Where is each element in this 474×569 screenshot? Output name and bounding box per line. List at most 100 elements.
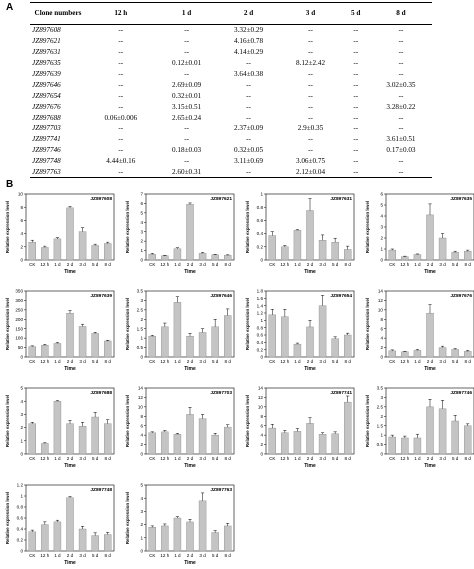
y-axis-label: Relative expression level [125,298,130,350]
y-tick-label: 2 [140,522,143,527]
x-tick-label: CK [389,456,396,461]
y-tick-label: 1.5 [377,423,384,428]
bar [161,525,169,552]
bar [318,434,327,455]
x-tick-label: 5 d [452,262,459,267]
expression-value-cell: 2.37±0.09 [233,124,264,133]
x-tick-label: 1 d [54,553,61,558]
y-tick-label: 5 [380,203,383,208]
bar [161,255,169,261]
header-12h: 12 h [86,2,156,25]
x-tick-label: 1 d [54,456,61,461]
bar-chart: 0 50 100 150 200 250 300 350 CK 12 h 1 d 2 d 3 d 5 d 8… [4,285,118,375]
bar [223,426,232,455]
expression-value-cell: -- [353,59,359,68]
y-tick-label: 3 [380,225,383,230]
bar-chart: 0 0.2 0.4 0.6 0.8 1 1.2 1.4 1.6 1.8 CK 12 h 1 d 2 d 3 … [244,285,358,375]
y-tick-label: 3 [140,298,143,303]
y-tick-label: 10 [18,192,24,197]
y-axis-label: Relative expression level [5,492,10,544]
y-tick-label: 0 [380,258,383,263]
bar [343,334,352,358]
x-tick-label: 1 d [414,456,421,461]
y-tick-label: 1.5 [137,326,144,331]
bar-chart: 0 1 2 3 4 5 6 7 CK 12 h 1 d 2 d 3 d 5 d 8 d JZ897621 Tim… [124,188,238,278]
header-5d: 5 d [341,2,370,25]
expression-value-cell: -- [118,37,124,46]
table-row: JZ897654 -- 0.32±0.01 -- -- -- -- [30,90,432,101]
y-tick-label: 12 [258,395,264,400]
bar-chart: 0 2 4 6 8 10 CK 12 h 1 d 2 d 3 d 5 d 8 d JZ897608 Time… [4,188,118,278]
bar [426,214,434,261]
table-header-row: Clone numbers 12 h 1 d 2 d 3 d 5 d 8 d [30,2,432,25]
y-tick-label: 2.5 [377,404,384,409]
y-tick-label: 2 [380,236,383,241]
header-8d: 8 d [369,2,432,25]
y-tick-label: 4 [20,399,23,404]
y-tick-label: 8 [140,414,143,419]
x-tick-label: 2 d [67,456,74,461]
bar [268,427,277,455]
bar [451,349,459,358]
expression-value-cell: 3.11±0.69 [234,157,263,166]
bar-chart: 0 1 2 3 4 5 CK 12 h 1 d 2 d 3 d 5 d 8 d JZ897763 Time R… [124,479,238,569]
bar [268,314,277,358]
bar [401,256,409,261]
x-tick-label: 5 d [332,262,339,267]
x-tick-label: 3 d [319,262,326,267]
x-tick-label: 8 d [105,456,112,461]
x-tick-label: 3 d [199,553,206,558]
expression-value-cell: -- [353,48,359,57]
x-axis-label: Time [304,269,316,275]
table-row: JZ897608 -- -- 3.32±0.29 -- -- -- [30,25,432,36]
table-body: JZ897608 -- -- 3.32±0.29 -- -- -- JZ897621 -- -- 4… [30,25,432,179]
x-tick-label: 2 d [187,553,194,558]
bar [28,346,37,358]
expression-value-cell: 2.12±0.04 [279,166,342,179]
bar [53,343,62,358]
expression-value-cell: -- [308,91,313,100]
table-row: JZ897621 -- -- 4.16±0.78 -- -- -- [30,36,432,47]
bar [223,315,232,358]
bar [28,423,37,455]
bar [463,251,472,261]
bar-chart: 0 1 2 3 4 5 CK 12 h 1 d 2 d 3 d 5 d 8 d JZ897688 Time R… [4,382,118,472]
expression-value-cell: -- [398,124,404,133]
x-tick-label: 2 d [67,553,74,558]
x-tick-label: 1 d [174,456,181,461]
clone-number-cell: JZ897703 [32,124,61,133]
expression-value-cell: -- [353,113,359,122]
y-tick-label: 1.2 [257,311,264,316]
bar-chart-svg: 0 0.2 0.4 0.6 0.8 1 CK 12 h 1 d 2 d 3 d 5 d 8 d JZ897… [245,192,355,275]
x-tick-label: 8 d [225,359,232,364]
expression-value-cell: -- [184,70,189,78]
bar-chart: 0 1 2 3 4 5 6 CK 12 h 1 d 2 d 3 d 5 d 8 d JZ897635 Time… [364,188,474,278]
bar [211,434,219,455]
bar [78,426,87,455]
chart-title: JZ897746 [450,390,472,396]
expression-value-cell: -- [398,26,404,35]
bar [211,326,219,358]
expression-value-cell: 0.18±0.03 [172,146,202,155]
expression-value-cell: -- [398,48,404,57]
expression-value-cell: -- [308,146,313,155]
expression-value-cell: -- [308,102,313,111]
x-tick-label: 1 d [294,359,301,364]
expression-value-cell: 2.60±0.31 [155,166,218,179]
bar [281,316,289,358]
x-tick-label: CK [269,456,276,461]
table-row: JZ897688 0.06±0.006 2.65±0.24 -- -- -- -- [30,112,432,123]
bar [91,416,99,455]
y-axis-label: Relative expression level [5,298,10,350]
bar [41,345,49,358]
y-tick-label: 8 [260,414,263,419]
y-tick-label: 2 [380,414,383,419]
x-tick-label: 3 d [439,359,446,364]
expression-value-cell: -- [184,124,189,133]
bar-chart-svg: 0 2 4 6 8 10 12 14 CK 12 h 1 d 2 d 3 d 5 d 8 d JZ897741… [245,386,355,469]
chart-title: JZ897639 [90,293,112,299]
x-tick-label: 3 d [199,359,206,364]
x-tick-label: CK [269,262,276,267]
bar [148,336,157,358]
y-tick-label: 300 [15,298,23,303]
